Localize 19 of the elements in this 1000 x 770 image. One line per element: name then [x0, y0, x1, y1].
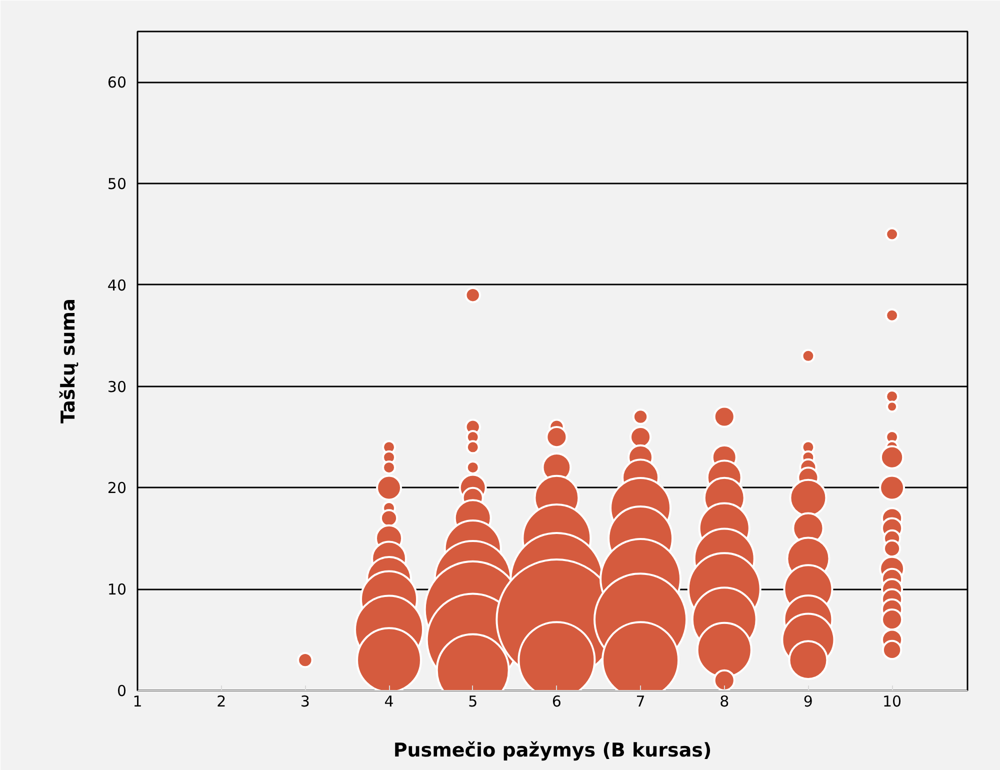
x-axis-title: Pusmečio pažymys (B kursas) — [393, 740, 712, 762]
x-tick-label: 1 — [132, 692, 142, 710]
x-tick-label: 8 — [720, 692, 730, 710]
y-tick-label: 40 — [107, 276, 127, 294]
y-tick-label: 10 — [107, 580, 127, 599]
x-tick-label: 10 — [882, 692, 902, 710]
x-tick-label: 2 — [216, 692, 226, 710]
y-axis-title: Taškų suma — [57, 298, 80, 424]
x-tick-label: 5 — [468, 692, 478, 710]
y-tick-label: 0 — [116, 682, 127, 700]
x-tick-label: 9 — [803, 692, 813, 710]
y-tick-label: 30 — [107, 378, 127, 396]
y-tick-label: 20 — [107, 479, 127, 498]
y-tick-label: 50 — [107, 175, 127, 194]
x-tick-label: 6 — [552, 692, 562, 710]
y-tick-label: 60 — [107, 74, 127, 92]
x-tick-label: 3 — [300, 692, 310, 710]
x-tick-label: 4 — [384, 692, 394, 710]
x-tick-label: 7 — [636, 692, 646, 710]
